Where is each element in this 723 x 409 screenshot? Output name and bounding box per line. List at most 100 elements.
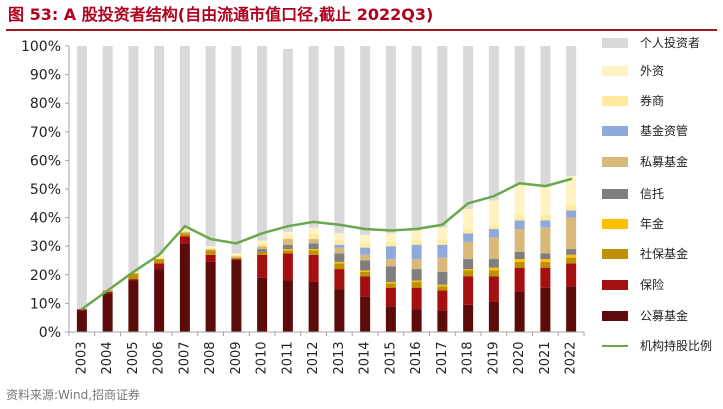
x-tick-label: 2021 — [538, 341, 553, 374]
bar-xintuo-2013 — [334, 253, 345, 262]
legend-label: 社保基金 — [640, 247, 689, 261]
x-tick-label: 2009 — [229, 341, 244, 374]
bar-waizi-2009 — [231, 253, 242, 255]
bar-xintuo-2011 — [282, 244, 293, 250]
bar-gongmujijin-2010 — [257, 277, 268, 332]
legend-label: 年金 — [640, 217, 665, 231]
bar-gongmujijin-2019 — [488, 301, 499, 332]
bar-baoxian-2020 — [514, 267, 525, 292]
bar-waizi-2019 — [488, 200, 499, 225]
legend-swatch — [602, 280, 628, 290]
bar-gongmujijin-2007 — [179, 243, 190, 332]
bar-nianjin-2020 — [514, 259, 525, 262]
bar-xintuo-2017 — [437, 271, 448, 285]
x-tick-label: 2010 — [255, 341, 270, 374]
bar-gerentouzizhe-2006 — [154, 46, 165, 255]
bar-shebaojijin-2009 — [231, 257, 242, 260]
legend-item-baoxian: 保险 — [600, 275, 718, 297]
bar-gongmujijin-2005 — [128, 280, 139, 332]
bar-xintuo-2015 — [385, 266, 396, 282]
legend-label: 私募基金 — [640, 155, 689, 169]
bar-baoxian-2016 — [411, 287, 422, 310]
legend-label: 基金资管 — [640, 124, 689, 138]
bar-shebaojijin-2013 — [334, 263, 345, 270]
line-point-2022 — [569, 177, 573, 181]
bar-simujijin-2020 — [514, 229, 525, 252]
legend-label: 机构持股比例 — [640, 339, 713, 353]
bar-gerentouzizhe-2017 — [437, 46, 448, 228]
bar-jijinziguan-2017 — [437, 244, 448, 258]
legend-item-shebaojijin: 社保基金 — [600, 244, 718, 266]
x-tick-label: 2012 — [306, 341, 321, 374]
legend: 个人投资者 外资 券商 基金资管 私募基金 信托 年金 社保基金 保险 公募基金 机构持股比例 — [600, 33, 718, 383]
bar-gerentouzizhe-2012 — [308, 46, 319, 228]
bar-gerentouzizhe-2003 — [76, 46, 87, 310]
y-tick-label: 100% — [21, 39, 61, 55]
bar-gerentouzizhe-2007 — [179, 46, 190, 228]
bar-waizi-2008 — [205, 246, 216, 248]
bar-jijinziguan-2019 — [488, 229, 499, 238]
y-tick-label: 20% — [30, 268, 61, 284]
bar-quanshang-2012 — [308, 233, 319, 240]
bar-gongmujijin-2018 — [463, 304, 474, 332]
bar-gerentouzizhe-2015 — [385, 46, 396, 234]
bar-quanshang-2017 — [437, 240, 448, 245]
bar-waizi-2017 — [437, 227, 448, 241]
legend-item-jijinziguan: 基金资管 — [600, 121, 718, 143]
line-point-2011 — [286, 224, 290, 228]
bar-gerentouzizhe-2022 — [566, 46, 577, 177]
legend-item-gongmujijin: 公募基金 — [600, 306, 718, 328]
bar-shebaojijin-2005 — [128, 273, 139, 280]
bar-quanshang-2020 — [514, 214, 525, 221]
bar-nianjin-2021 — [540, 259, 551, 262]
bar-simujijin-2010 — [257, 246, 268, 250]
bar-nianjin-2017 — [437, 284, 448, 287]
bar-jijinziguan-2022 — [566, 210, 577, 218]
bar-simujijin-2021 — [540, 227, 551, 254]
bar-gongmujijin-2003 — [76, 310, 87, 332]
legend-swatch — [602, 219, 628, 229]
bar-simujijin-2009 — [231, 256, 242, 258]
x-tick-label: 2003 — [74, 341, 89, 374]
bar-quanshang-2006 — [154, 256, 165, 260]
bar-gongmujijin-2021 — [540, 287, 551, 332]
bar-quanshang-2018 — [463, 229, 474, 234]
bar-baoxian-2018 — [463, 276, 474, 305]
bar-baoxian-2009 — [231, 259, 242, 261]
legend-swatch — [602, 126, 628, 136]
legend-label: 信托 — [640, 187, 665, 201]
line-point-2005 — [132, 270, 135, 274]
bar-gerentouzizhe-2018 — [463, 46, 474, 210]
legend-label: 外资 — [640, 64, 665, 78]
legend-item-gerentouzizhe: 个人投资者 — [600, 33, 718, 55]
bar-shebaojijin-2014 — [360, 271, 371, 277]
bar-jijinziguan-2015 — [385, 246, 396, 260]
bar-nianjin-2014 — [360, 270, 371, 272]
legend-swatch — [602, 96, 628, 106]
bar-waizi-2010 — [257, 240, 268, 244]
bar-quanshang-2008 — [205, 247, 216, 250]
y-tick-label: 30% — [30, 239, 61, 255]
x-tick-label: 2014 — [358, 341, 373, 374]
bar-baoxian-2017 — [437, 290, 448, 311]
axes-group: 0% 10% 20% 30% 40% 50% 60% 70% 80% 90% 100% 2003 200… — [21, 39, 585, 375]
legend-swatch — [602, 311, 628, 321]
bar-simujijin-2012 — [308, 239, 319, 244]
bar-gerentouzizhe-2016 — [411, 46, 422, 231]
bar-gongmujijin-2009 — [231, 260, 242, 332]
bar-nianjin-2013 — [334, 261, 345, 264]
bar-xintuo-2018 — [463, 259, 474, 270]
bar-gerentouzizhe-2005 — [128, 46, 139, 272]
bar-waizi-2020 — [514, 184, 525, 215]
bar-shebaojijin-2007 — [179, 233, 190, 237]
x-tick-label: 2016 — [409, 341, 424, 374]
bar-baoxian-2007 — [179, 236, 190, 244]
bar-jijinziguan-2014 — [360, 247, 371, 255]
line-point-2016 — [415, 227, 418, 231]
bar-quanshang-2016 — [411, 240, 422, 245]
x-tick-label: 2008 — [203, 341, 218, 374]
bar-waizi-2018 — [463, 209, 474, 230]
stacked-bar-chart: 0% 10% 20% 30% 40% 50% 60% 70% 80% 90% 100% 2003 200… — [21, 39, 585, 375]
bar-xintuo-2020 — [514, 251, 525, 260]
bar-simujijin-2014 — [360, 254, 371, 261]
